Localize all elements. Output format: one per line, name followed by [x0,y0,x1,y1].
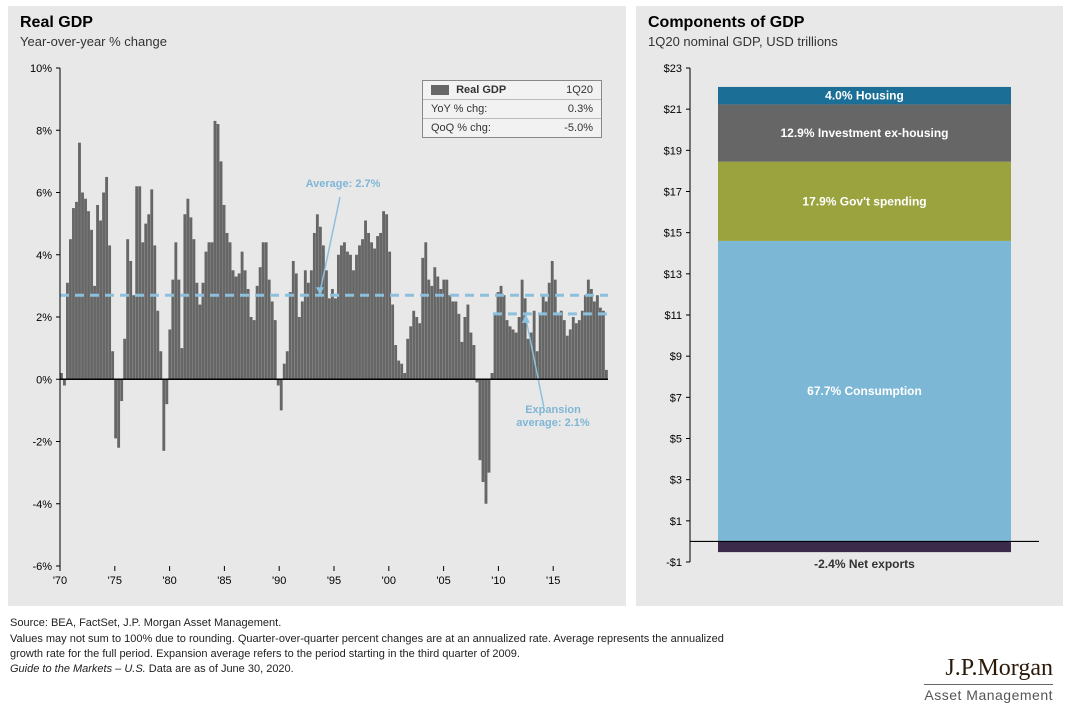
average-annotation-text: Average: 2.7% [306,178,381,190]
svg-text:'10: '10 [491,575,505,587]
svg-text:$13: $13 [664,269,682,281]
svg-text:$5: $5 [670,434,682,446]
components-title: Components of GDP [636,6,1063,32]
svg-text:$11: $11 [664,310,682,322]
svg-text:'70: '70 [53,575,67,587]
expansion-annotation: Expansion average: 2.1% [498,404,608,430]
footnote-line4-suffix: Data are as of June 30, 2020. [146,663,294,675]
average-annotation: Average: 2.7% [288,178,398,191]
legend-period: 1Q20 [542,81,601,100]
svg-text:67.7% Consumption: 67.7% Consumption [807,384,922,398]
footnote-source: Source: BEA, FactSet, J.P. Morgan Asset … [10,616,770,631]
svg-text:2%: 2% [36,312,52,324]
legend-series-cell: Real GDP [423,81,542,100]
components-subtitle: 1Q20 nominal GDP, USD trillions [636,32,1063,55]
svg-text:'85: '85 [217,575,231,587]
expansion-annotation-line1: Expansion [525,404,581,416]
svg-text:$17: $17 [664,187,682,199]
svg-text:17.9% Gov't spending: 17.9% Gov't spending [802,194,926,208]
svg-text:'95: '95 [327,575,341,587]
footnote-line3: growth rate for the full period. Expansi… [10,647,770,662]
svg-text:'75: '75 [108,575,122,587]
page: Real GDP Year-over-year % change -6%-4%-… [0,0,1071,715]
real-gdp-panel: Real GDP Year-over-year % change -6%-4%-… [8,6,626,606]
logo-top: J.P.Morgan [924,655,1053,685]
svg-text:8%: 8% [36,125,52,137]
svg-text:$3: $3 [670,475,682,487]
svg-text:10%: 10% [30,63,52,75]
svg-text:-$1: -$1 [666,557,682,569]
svg-text:$21: $21 [664,104,682,116]
components-panel: Components of GDP 1Q20 nominal GDP, USD … [636,6,1063,606]
svg-text:4.0% Housing: 4.0% Housing [825,89,904,103]
svg-text:'05: '05 [436,575,450,587]
legend-row2-value: -5.0% [542,119,601,138]
svg-text:$1: $1 [670,516,682,528]
svg-text:-6%: -6% [32,561,52,573]
footnote-line4-prefix: Guide to the Markets – U.S. [10,663,146,675]
logo-bottom: Asset Management [924,685,1053,703]
footnote-line4: Guide to the Markets – U.S. Data are as … [10,662,770,677]
real-gdp-chart-area: -6% -4% -2% 0% 2% 4% 6% 8% 10% '70 '75 '80 '85 '90 '95… [20,62,614,590]
real-gdp-subtitle: Year-over-year % change [8,32,626,55]
footnote-line2: Values may not sum to 100% due to roundi… [10,632,770,647]
svg-text:6%: 6% [36,188,52,200]
svg-text:'00: '00 [382,575,396,587]
legend-row1-value: 0.3% [542,100,601,119]
legend-row1-label: YoY % chg: [423,100,542,119]
svg-text:'90: '90 [272,575,286,587]
svg-text:$9: $9 [670,351,682,363]
svg-text:-4%: -4% [32,499,52,511]
components-chart-area: -$1 $1 $3 $5 $7 $9 $11 $13 $15 $17 $19 $21 $23 -2.4% … [648,62,1051,590]
svg-text:-2.4% Net exports: -2.4% Net exports [814,557,915,571]
svg-text:12.9% Investment ex-housing: 12.9% Investment ex-housing [780,126,948,140]
footnote: Source: BEA, FactSet, J.P. Morgan Asset … [10,616,770,676]
svg-text:'80: '80 [162,575,176,587]
legend-series-label: Real GDP [456,84,506,96]
real-gdp-title: Real GDP [8,6,626,32]
svg-text:$7: $7 [670,392,682,404]
real-gdp-chart: -6% -4% -2% 0% 2% 4% 6% 8% 10% '70 '75 '80 '85 '90 '95… [20,62,614,590]
svg-text:$15: $15 [664,228,682,240]
svg-text:4%: 4% [36,250,52,262]
components-chart: -$1 $1 $3 $5 $7 $9 $11 $13 $15 $17 $19 $21 $23 -2.4% … [648,62,1051,590]
legend-row2-label: QoQ % chg: [423,119,542,138]
svg-text:0%: 0% [36,374,52,386]
legend-swatch [431,85,449,95]
svg-text:'15: '15 [546,575,560,587]
jpm-logo: J.P.Morgan Asset Management [924,655,1053,703]
expansion-annotation-line2: average: 2.1% [516,417,589,429]
svg-text:$23: $23 [664,63,682,75]
svg-text:$19: $19 [664,145,682,157]
svg-text:-2%: -2% [32,437,52,449]
real-gdp-legend: Real GDP 1Q20 YoY % chg: 0.3% QoQ % chg:… [422,80,602,138]
